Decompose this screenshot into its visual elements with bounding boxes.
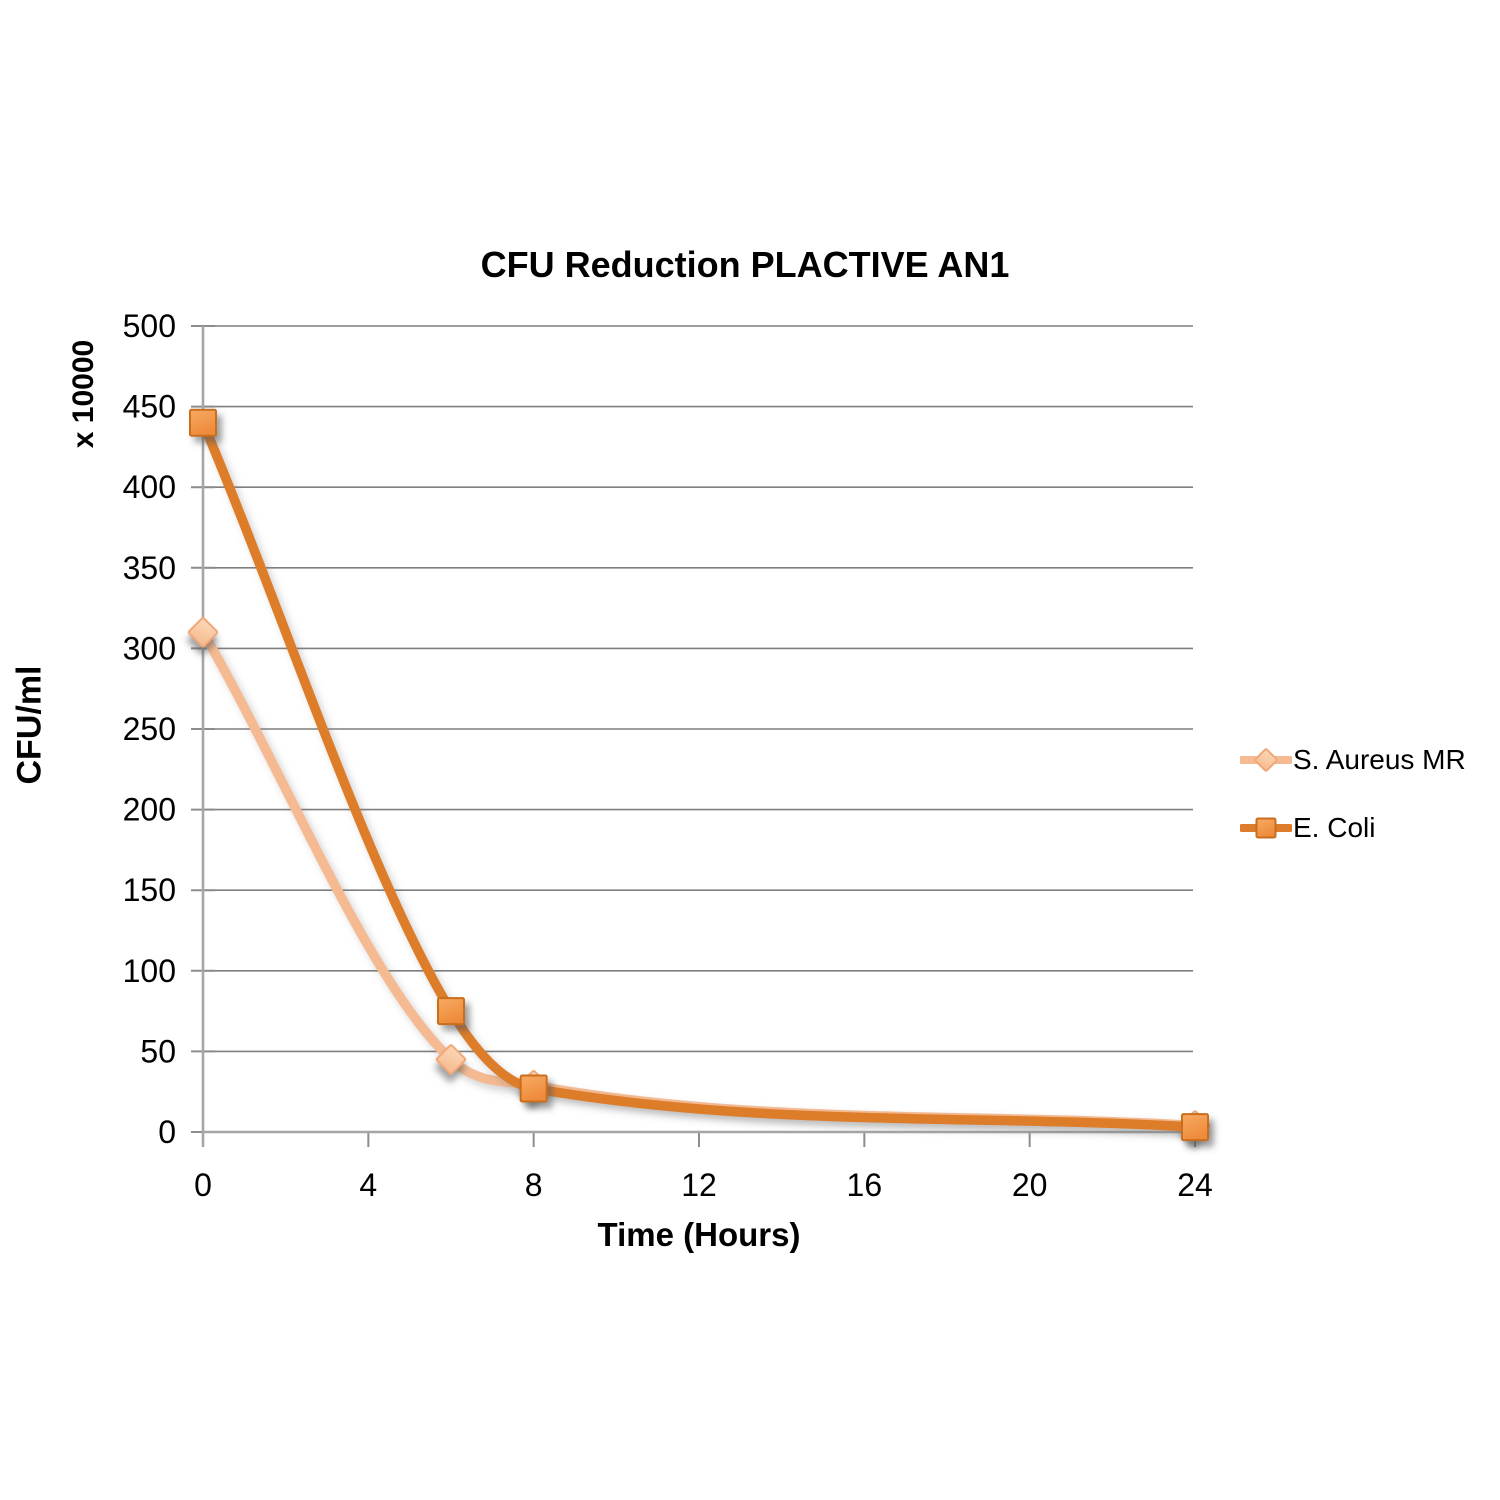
legend-marker-s-aureus-mr xyxy=(1240,748,1292,772)
legend-marker-e-coli xyxy=(1240,817,1292,839)
y-tick-label-500: 500 xyxy=(123,308,176,344)
x-tick-label-12: 12 xyxy=(681,1167,717,1203)
y-tick-label-50: 50 xyxy=(140,1033,176,1069)
x-tick-label-4: 4 xyxy=(359,1167,377,1203)
data-point-marker-e-coli xyxy=(519,1074,548,1103)
x-tick-label-0: 0 xyxy=(194,1167,212,1203)
data-point-marker-s-aureus-mr xyxy=(1254,748,1278,772)
series-e-coli xyxy=(189,408,1209,1142)
y-tick-label-400: 400 xyxy=(123,469,176,505)
y-tick-label-150: 150 xyxy=(123,872,176,908)
legend: S. Aureus MR E. Coli xyxy=(1240,744,1466,844)
data-point-marker-e-coli xyxy=(189,408,217,437)
data-point-marker-e-coli xyxy=(1181,1113,1209,1142)
y-tick-label-300: 300 xyxy=(123,630,176,666)
legend-item-s-aureus-mr: S. Aureus MR xyxy=(1240,744,1466,776)
x-tick-label-20: 20 xyxy=(1012,1167,1048,1203)
legend-label-s-aureus-mr: S. Aureus MR xyxy=(1293,744,1466,775)
data-point-marker-s-aureus-mr xyxy=(187,617,219,648)
x-axis-title: Time (Hours) xyxy=(597,1216,801,1253)
x-tick-label-8: 8 xyxy=(525,1167,543,1203)
y-tick-label-350: 350 xyxy=(123,550,176,586)
series-s-aureus-mr xyxy=(187,617,1211,1141)
y-tick-label-200: 200 xyxy=(123,792,176,828)
x-tick-label-24: 24 xyxy=(1177,1167,1213,1203)
chart-title: CFU Reduction PLACTIVE AN1 xyxy=(480,244,1010,285)
x-tick-label-16: 16 xyxy=(847,1167,883,1203)
legend-item-e-coli: E. Coli xyxy=(1240,812,1466,844)
y-tick-label-250: 250 xyxy=(123,711,176,747)
series-line-e-coli xyxy=(198,417,1200,1132)
y-tick-label-0: 0 xyxy=(158,1114,176,1150)
data-point-marker-e-coli xyxy=(437,997,465,1026)
data-point-marker-e-coli xyxy=(1255,817,1277,839)
data-point-marker-s-aureus-mr xyxy=(435,1044,467,1075)
y-tick-label-450: 450 xyxy=(123,389,176,425)
y-tick-label-100: 100 xyxy=(123,953,176,989)
legend-label-e-coli: E. Coli xyxy=(1293,812,1376,843)
